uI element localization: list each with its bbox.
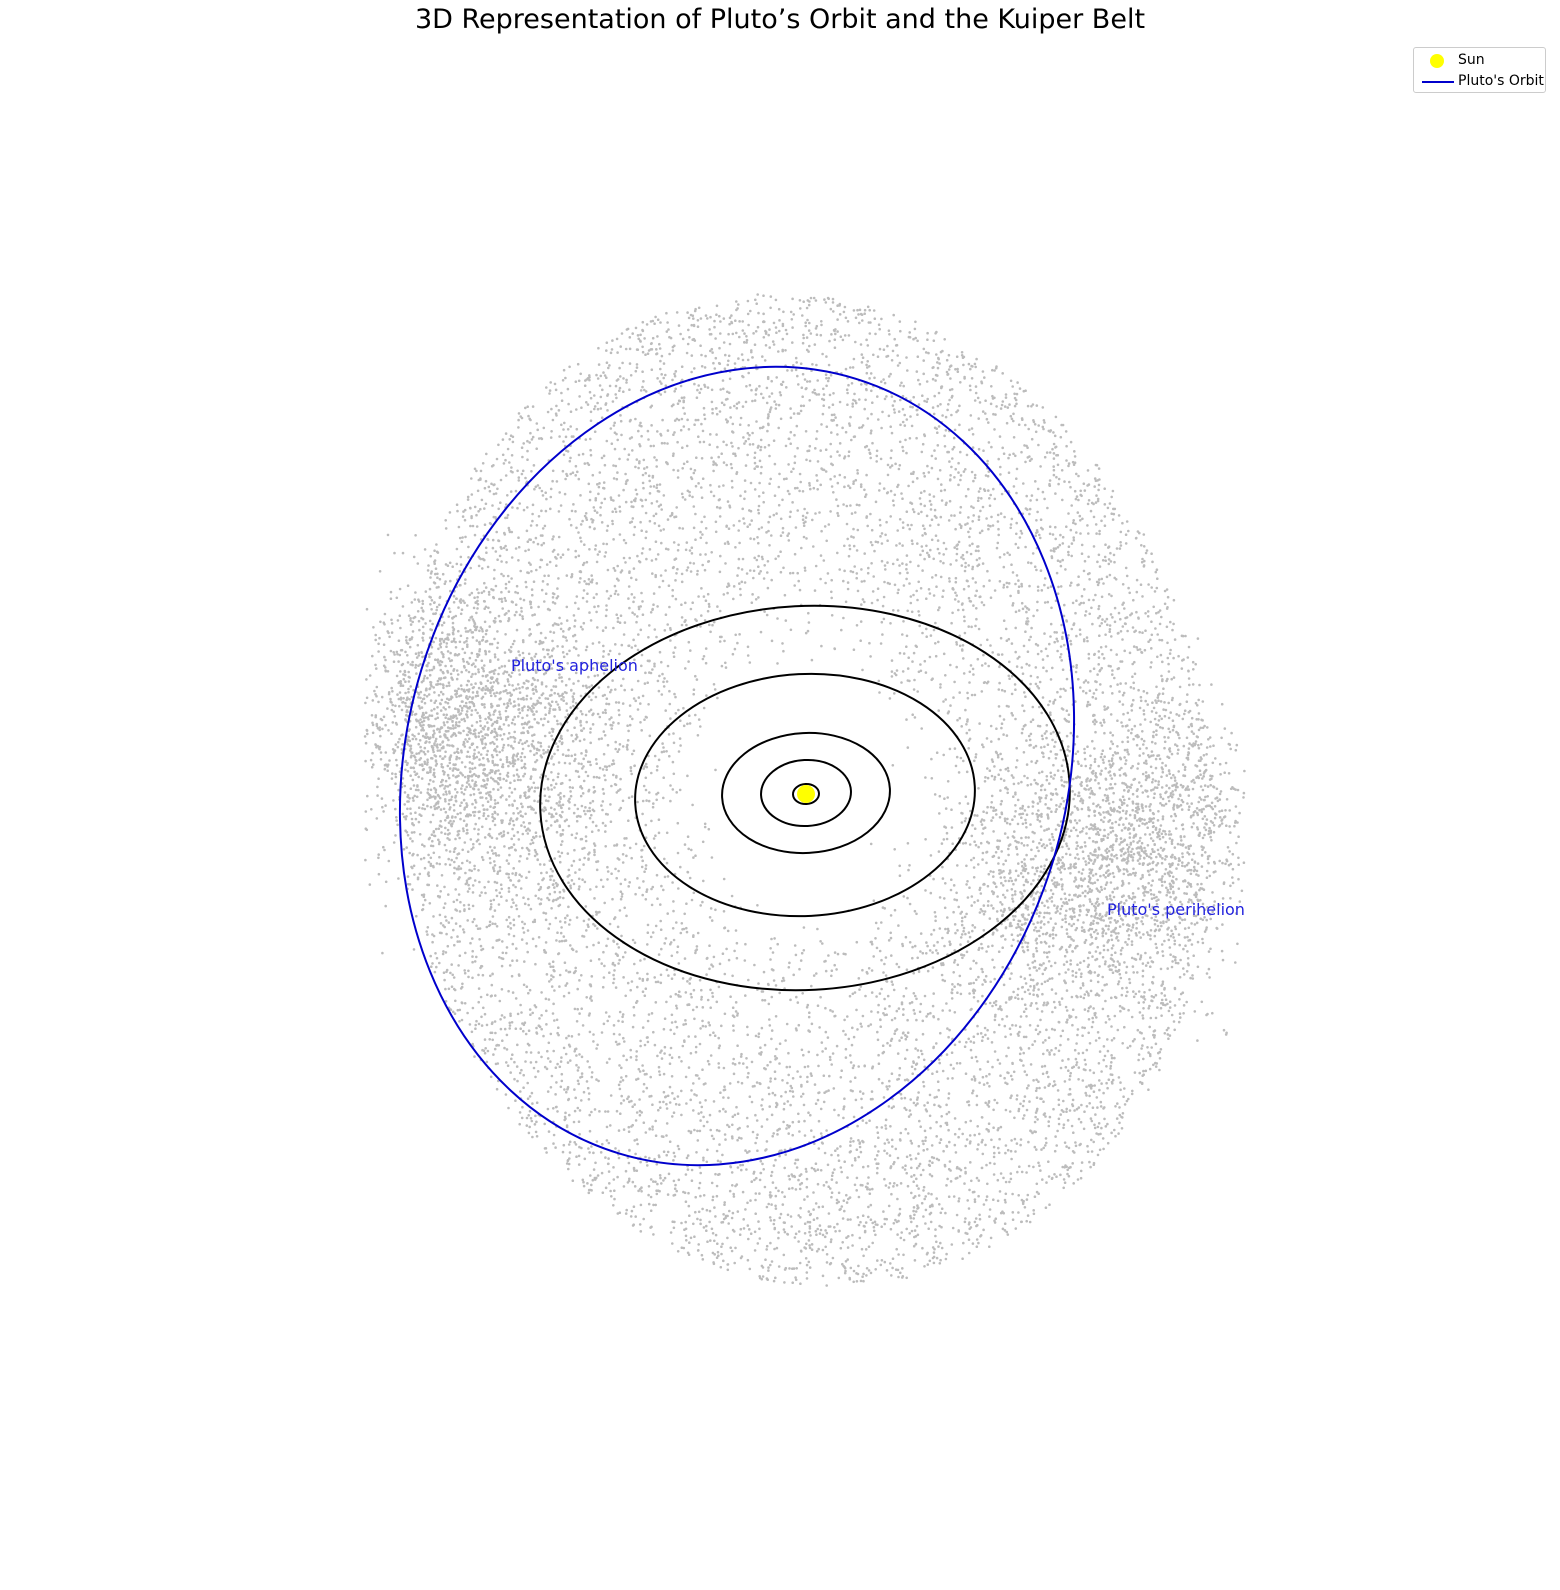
sun-group: [797, 785, 815, 803]
legend: Sun Pluto's Orbit: [1413, 47, 1546, 93]
pluto-orbit-group: [398, 365, 1076, 1167]
sun-marker: [797, 785, 815, 803]
pluto-orbit-line: [398, 365, 1076, 1167]
legend-label-sun: Sun: [1458, 52, 1485, 68]
legend-label-pluto-orbit: Pluto's Orbit: [1458, 73, 1544, 89]
legend-item-sun: Sun: [1414, 51, 1545, 71]
chart-title: 3D Representation of Pluto’s Orbit and t…: [414, 4, 1146, 35]
legend-sun-marker: [1430, 54, 1444, 68]
planet-orbit-3: [721, 731, 891, 855]
legend-item-pluto-orbit: Pluto's Orbit: [1414, 72, 1545, 92]
aphelion-annotation: Pluto's aphelion: [511, 656, 638, 675]
planet-orbit-2: [760, 758, 852, 828]
legend-pluto-orbit-line: [1422, 81, 1454, 83]
planet-orbit-1: [792, 782, 820, 806]
planet-orbit-4: [634, 672, 976, 918]
perihelion-annotation: Pluto's perihelion: [1107, 900, 1245, 919]
